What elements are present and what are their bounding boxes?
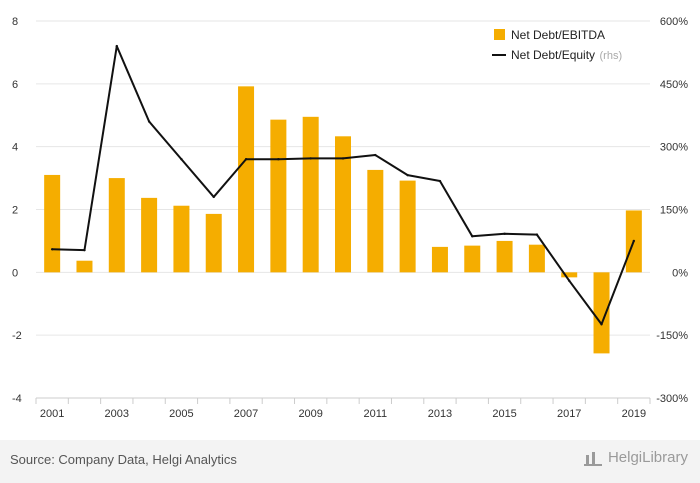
left-axis-ticks: 8 6 4 2 0 -2 -4 — [12, 16, 22, 405]
bar-2013 — [431, 246, 448, 273]
bar-2001 — [44, 174, 61, 273]
x-tick-label-2013: 2013 — [428, 408, 452, 420]
legend: Net Debt/EBITDA Net Debt/Equity (rhs) — [492, 28, 622, 63]
line-point-2010 — [341, 157, 345, 160]
x-tick-label-2011: 2011 — [363, 408, 387, 420]
bar-2015 — [496, 240, 513, 273]
bar-2004 — [141, 197, 158, 273]
line-point-2007 — [244, 158, 248, 161]
chart: 8 6 4 2 0 -2 -4 600% 450% 300% 150% 0% -150% -300% 2… — [12, 16, 688, 420]
logo-text: HelgiLibrary — [607, 449, 688, 466]
line-point-2006 — [212, 195, 215, 199]
x-tick-label-2007: 2007 — [234, 408, 258, 420]
left-tick-label: -4 — [12, 393, 22, 405]
bar-series-net-debt-ebitda — [44, 86, 642, 354]
line-point-2004 — [147, 120, 151, 123]
line-point-2019 — [632, 239, 636, 243]
bar-2012 — [399, 180, 416, 273]
line-point-2018 — [600, 323, 603, 326]
x-tick-label-2001: 2001 — [40, 408, 64, 420]
x-tick-label-2005: 2005 — [169, 408, 193, 420]
bar-2018 — [593, 272, 610, 354]
left-tick-label: 4 — [12, 142, 18, 154]
legend-label-net-debt-equity-name: Net Debt/Equity — [511, 48, 595, 62]
x-axis: 2001 2003 2005 2007 2009 2011 2013 2015 2017 2019 — [35, 397, 651, 420]
right-tick-label: 150% — [660, 205, 688, 217]
bar-2002 — [76, 260, 93, 273]
right-tick-label: 0% — [672, 267, 688, 279]
line-point-2001 — [50, 248, 54, 251]
left-tick-label: 2 — [12, 205, 18, 217]
line-point-2016 — [535, 233, 539, 236]
line-point-2015 — [503, 232, 506, 235]
bar-2009 — [302, 116, 319, 273]
helgi-library-logo[interactable]: HelgiLibrary — [583, 449, 688, 466]
library-logo-icon — [583, 450, 602, 466]
footer-bar — [0, 440, 700, 483]
bar-2006 — [205, 213, 222, 273]
bar-2003 — [108, 178, 125, 273]
bar-2008 — [270, 119, 287, 273]
bar-2016 — [528, 244, 545, 273]
line-point-2013 — [438, 179, 442, 183]
legend-label-net-debt-ebitda: Net Debt/EBITDA — [511, 28, 605, 42]
x-tick-label-2003: 2003 — [105, 408, 129, 420]
x-tick-label-2015: 2015 — [492, 408, 516, 420]
x-tick-label-2019: 2019 — [622, 408, 646, 420]
bar-2014 — [464, 245, 481, 273]
line-point-2009 — [309, 157, 312, 160]
legend-label-rhs: (rhs) — [600, 50, 623, 62]
bar-2010 — [335, 136, 351, 273]
legend-label-net-debt-equity: Net Debt/Equity (rhs) — [511, 46, 622, 63]
x-tick-label-2017: 2017 — [557, 408, 581, 420]
source-note: Source: Company Data, Helgi Analytics — [10, 452, 237, 467]
right-tick-label: 300% — [660, 142, 688, 154]
right-axis-ticks: 600% 450% 300% 150% 0% -150% -300% — [656, 16, 688, 405]
bar-2017 — [561, 272, 578, 278]
line-series-net-debt-equity — [50, 44, 636, 326]
line-point-2002 — [83, 248, 86, 252]
right-tick-label: 600% — [660, 16, 688, 28]
bar-2011 — [367, 169, 384, 273]
left-tick-label: -2 — [12, 330, 22, 342]
legend-swatch-net-debt-ebitda — [494, 29, 505, 40]
line-point-2008 — [277, 158, 280, 161]
bar-2005 — [173, 205, 190, 273]
line-point-2017 — [568, 279, 571, 282]
right-tick-label: -300% — [656, 393, 688, 405]
left-tick-label: 0 — [12, 267, 18, 279]
line-point-2012 — [406, 173, 409, 177]
x-tick-label-2009: 2009 — [298, 408, 322, 420]
bar-2007 — [238, 86, 255, 273]
line-point-2005 — [180, 158, 183, 161]
left-tick-label: 6 — [12, 79, 18, 91]
line-point-2003 — [115, 44, 118, 48]
left-tick-label: 8 — [12, 16, 18, 28]
line-point-2011 — [374, 153, 377, 157]
right-tick-label: 450% — [660, 79, 688, 91]
line-point-2014 — [471, 235, 474, 238]
right-tick-label: -150% — [656, 330, 688, 342]
